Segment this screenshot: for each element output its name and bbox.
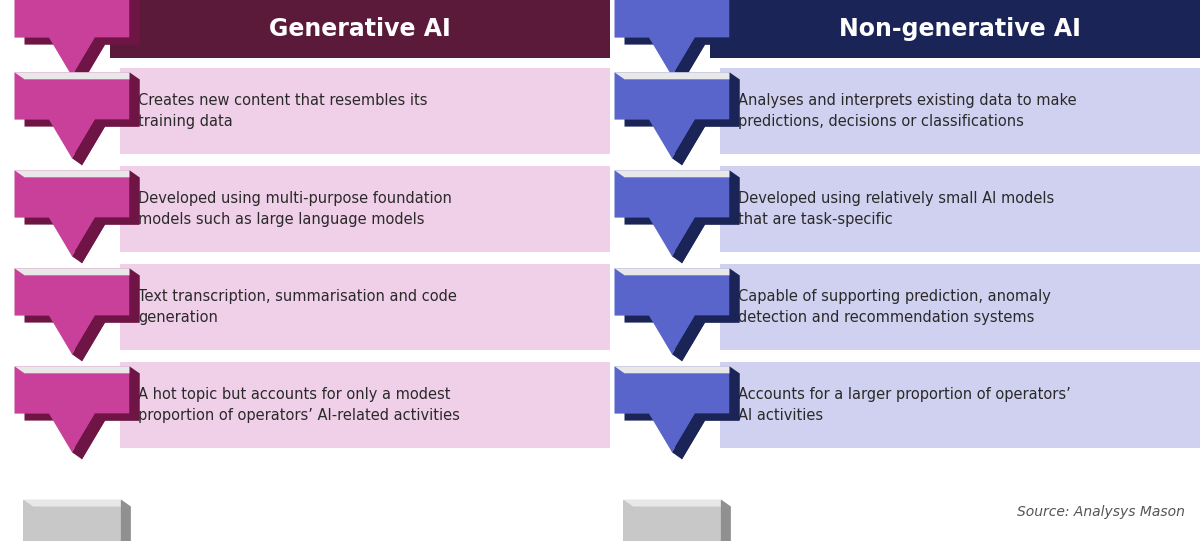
Text: Text transcription, summarisation and code
generation: Text transcription, summarisation and co… — [138, 289, 457, 325]
Polygon shape — [672, 72, 739, 166]
Polygon shape — [23, 499, 121, 541]
Bar — [720, 264, 1200, 350]
Polygon shape — [614, 72, 730, 159]
Polygon shape — [23, 499, 131, 506]
Polygon shape — [24, 80, 139, 166]
Text: Generative AI: Generative AI — [269, 17, 451, 41]
Polygon shape — [72, 170, 139, 263]
Polygon shape — [72, 366, 139, 459]
Polygon shape — [614, 366, 739, 373]
Bar — [110, 0, 610, 58]
Polygon shape — [24, 0, 139, 83]
Polygon shape — [624, 0, 739, 83]
Text: Capable of supporting prediction, anomaly
detection and recommendation systems: Capable of supporting prediction, anomal… — [738, 289, 1051, 325]
Polygon shape — [14, 72, 139, 80]
Bar — [710, 0, 1200, 58]
Polygon shape — [14, 268, 130, 354]
Bar — [120, 362, 610, 448]
Bar — [120, 68, 610, 154]
Polygon shape — [624, 275, 739, 361]
Polygon shape — [14, 72, 130, 159]
Polygon shape — [14, 0, 130, 76]
Polygon shape — [721, 499, 731, 541]
Polygon shape — [614, 366, 730, 452]
Polygon shape — [614, 170, 739, 177]
Text: Source: Analysys Mason: Source: Analysys Mason — [1018, 505, 1186, 519]
Polygon shape — [72, 0, 139, 83]
Text: Developed using relatively small AI models
that are task-specific: Developed using relatively small AI mode… — [738, 192, 1055, 227]
Text: A hot topic but accounts for only a modest
proportion of operators’ AI-related a: A hot topic but accounts for only a mode… — [138, 387, 460, 423]
Bar — [120, 264, 610, 350]
Polygon shape — [623, 499, 731, 506]
Polygon shape — [614, 0, 730, 76]
Polygon shape — [614, 268, 730, 354]
Text: Non-generative AI: Non-generative AI — [839, 17, 1081, 41]
Bar — [720, 68, 1200, 154]
Polygon shape — [624, 177, 739, 263]
Bar — [120, 166, 610, 252]
Bar — [720, 362, 1200, 448]
Polygon shape — [672, 0, 739, 83]
Polygon shape — [24, 275, 139, 361]
Polygon shape — [672, 268, 739, 361]
Polygon shape — [24, 373, 139, 459]
Polygon shape — [24, 177, 139, 263]
Polygon shape — [672, 366, 739, 459]
Polygon shape — [614, 170, 730, 256]
Polygon shape — [623, 499, 721, 541]
Polygon shape — [72, 72, 139, 166]
Polygon shape — [72, 268, 139, 361]
Text: Developed using multi-purpose foundation
models such as large language models: Developed using multi-purpose foundation… — [138, 192, 452, 227]
Text: Creates new content that resembles its
training data: Creates new content that resembles its t… — [138, 93, 427, 129]
Text: Analyses and interprets existing data to make
predictions, decisions or classifi: Analyses and interprets existing data to… — [738, 93, 1076, 129]
Polygon shape — [121, 499, 131, 541]
Polygon shape — [14, 170, 130, 256]
Polygon shape — [624, 80, 739, 166]
Polygon shape — [14, 268, 139, 275]
Polygon shape — [14, 366, 130, 452]
Polygon shape — [14, 170, 139, 177]
Polygon shape — [672, 170, 739, 263]
Polygon shape — [14, 366, 139, 373]
Bar — [720, 166, 1200, 252]
Text: Accounts for a larger proportion of operators’
AI activities: Accounts for a larger proportion of oper… — [738, 387, 1070, 423]
Polygon shape — [614, 72, 739, 80]
Polygon shape — [614, 268, 739, 275]
Polygon shape — [624, 373, 739, 459]
